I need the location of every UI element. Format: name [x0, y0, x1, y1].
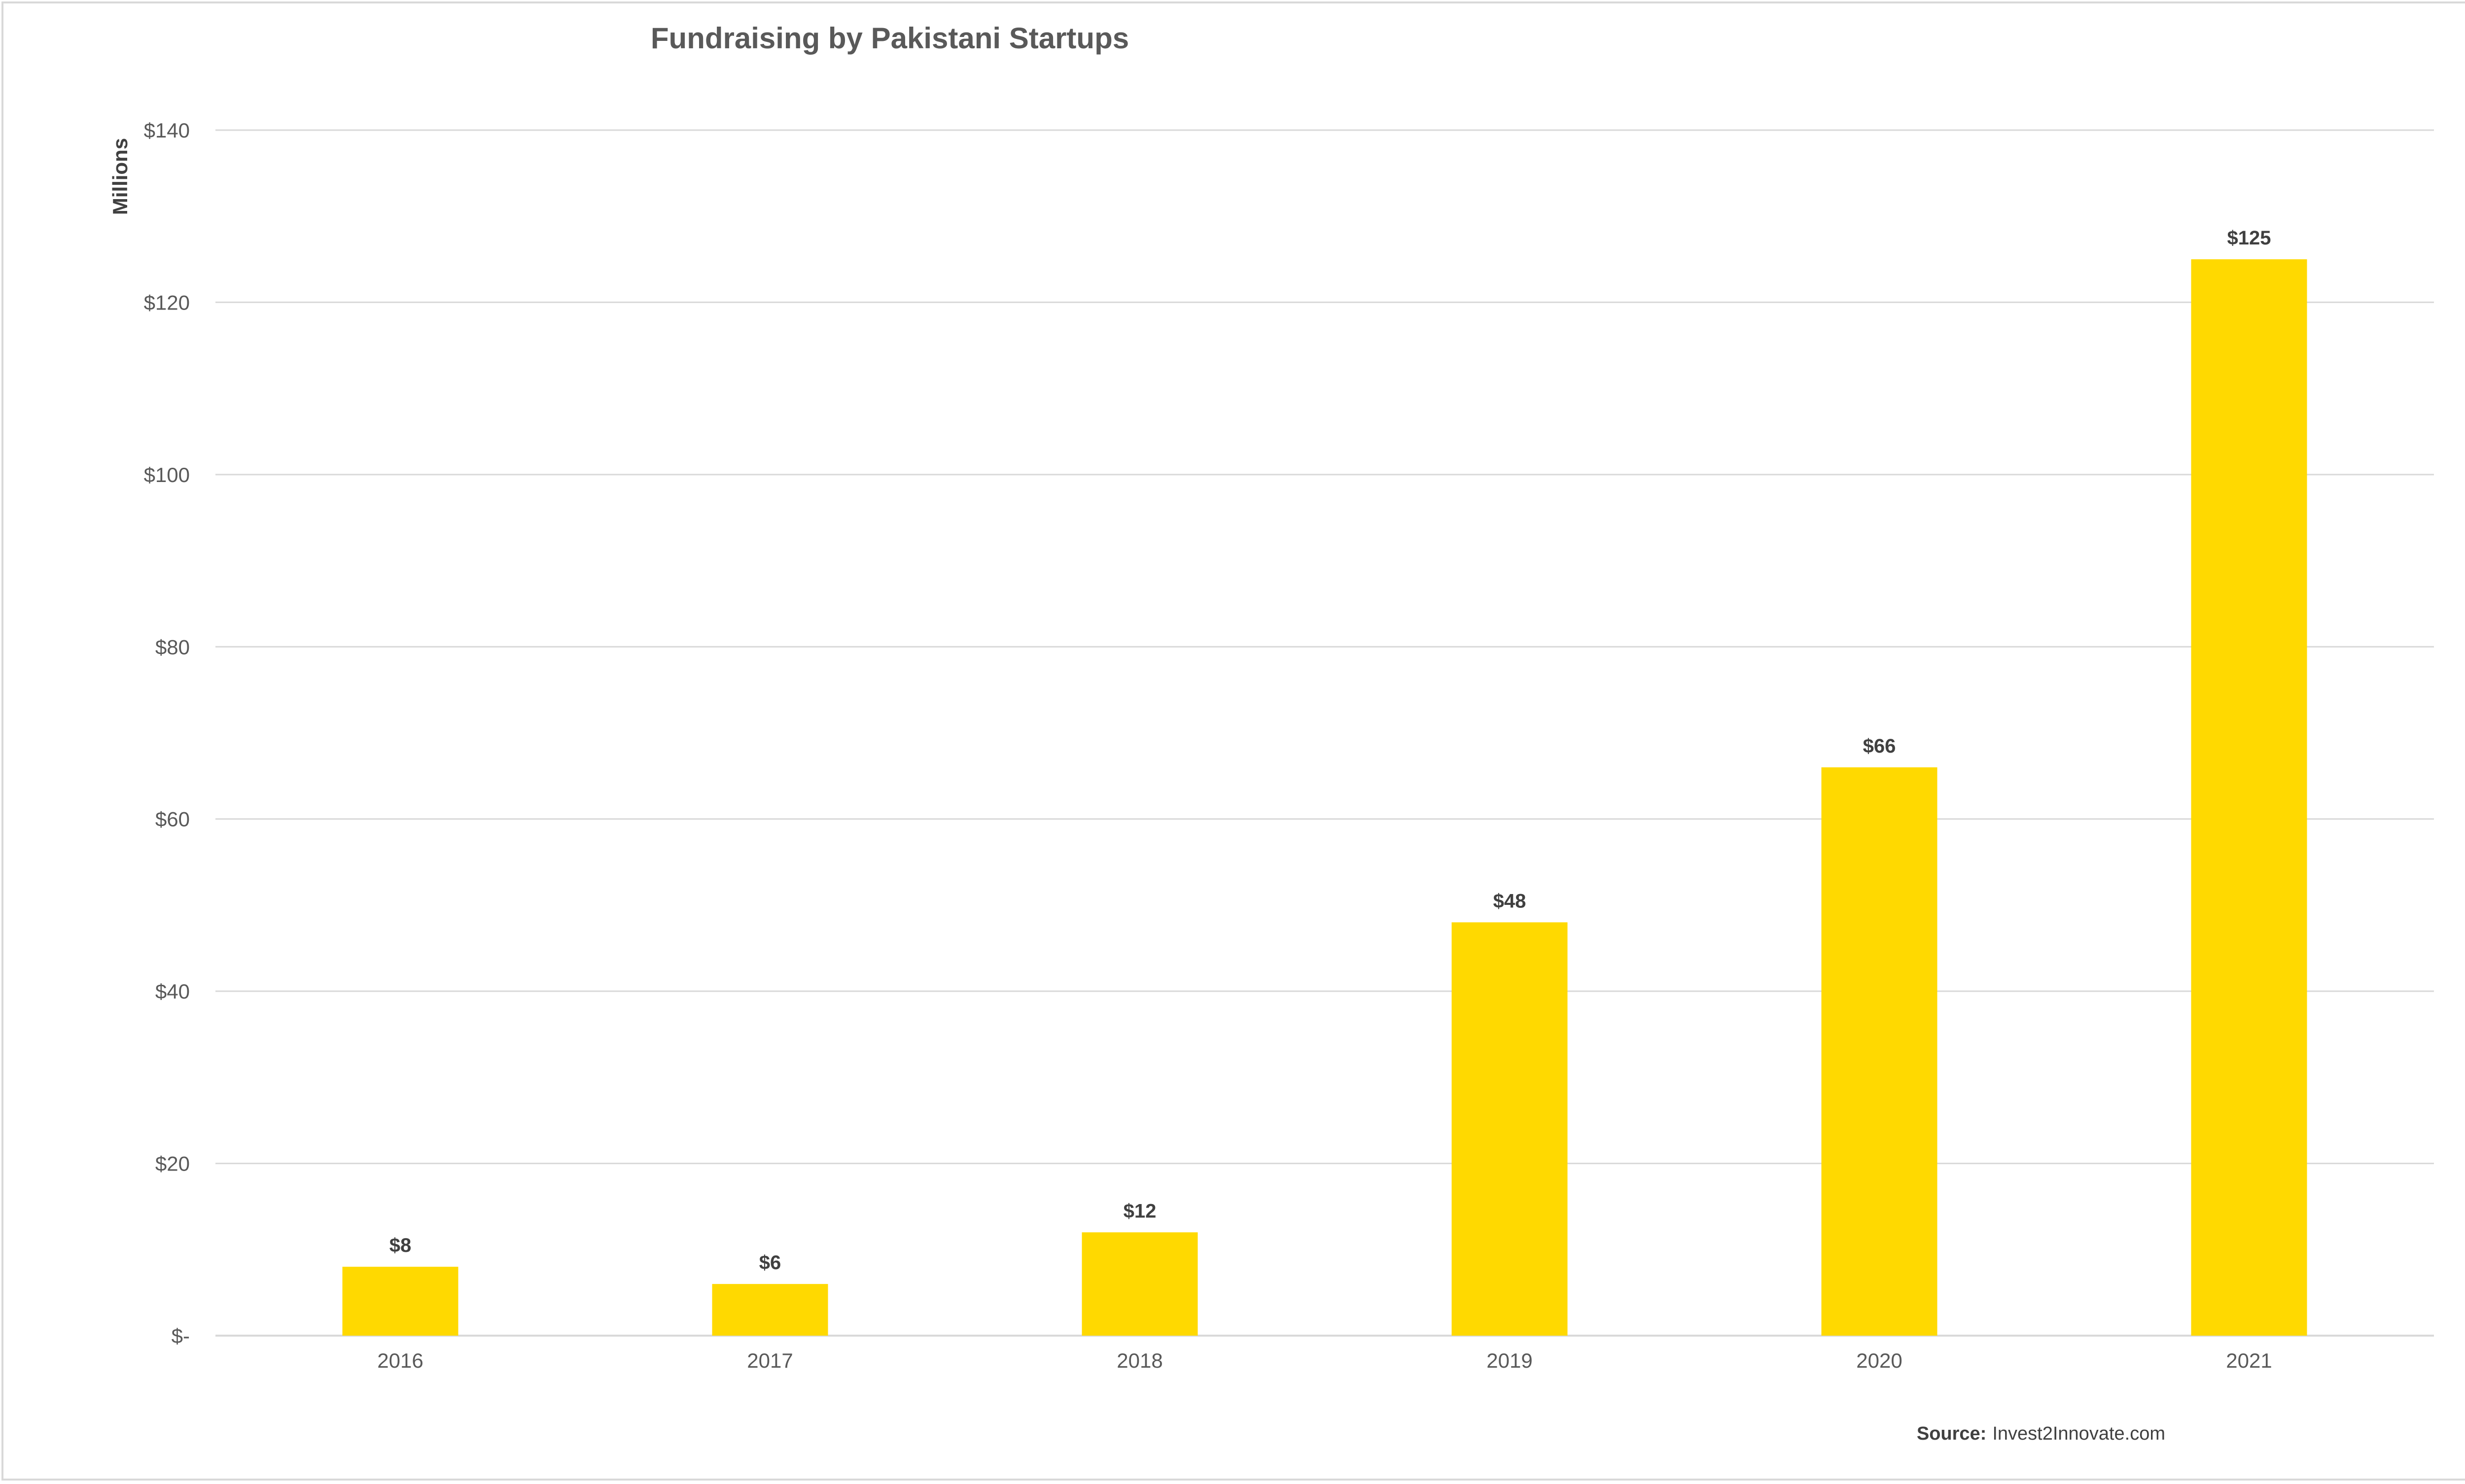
y-tick-label: $60	[155, 808, 190, 831]
data-label: $48	[1493, 890, 1526, 912]
y-tick-label: $120	[144, 291, 190, 314]
gridlines	[215, 129, 2434, 1337]
bars	[342, 259, 2307, 1336]
x-tick-label: 2017	[747, 1349, 793, 1372]
y-tick-label: $100	[144, 463, 190, 486]
bar	[1082, 1232, 1198, 1336]
data-label: $66	[1863, 735, 1896, 757]
x-axis-ticks: 2016 2017 2018 2019 2020 2021	[377, 1349, 2272, 1372]
bar	[342, 1267, 458, 1336]
data-label: $12	[1124, 1200, 1157, 1222]
y-axis-label: Millions	[108, 138, 132, 215]
y-tick-label: $-	[172, 1324, 190, 1347]
y-tick-label: $140	[144, 119, 190, 142]
y-tick-label: $20	[155, 1152, 190, 1175]
y-axis-ticks: $- $20 $40 $60 $80 $100 $120 $140	[144, 119, 190, 1347]
data-label: $125	[2227, 227, 2271, 249]
source-note: Source: Invest2Innovate.com	[1917, 1423, 2165, 1444]
data-label: $6	[759, 1252, 781, 1274]
source-text: Invest2Innovate.com	[1992, 1423, 2165, 1444]
x-tick-label: 2019	[1486, 1349, 1532, 1372]
x-tick-label: 2020	[1856, 1349, 1902, 1372]
y-tick-label: $40	[155, 980, 190, 1003]
bar	[1821, 767, 1937, 1336]
x-tick-label: 2016	[377, 1349, 423, 1372]
x-tick-label: 2018	[1117, 1349, 1162, 1372]
bar	[712, 1284, 828, 1336]
bar	[1451, 922, 1568, 1336]
source-label: Source:	[1917, 1423, 1986, 1444]
data-label: $8	[389, 1235, 412, 1256]
bar	[2191, 259, 2307, 1336]
chart-title: Fundraising by Pakistani Startups	[651, 22, 1129, 55]
data-labels: $8 $6 $12 $48 $66 $125	[389, 227, 2271, 1274]
y-tick-label: $80	[155, 635, 190, 658]
x-tick-label: 2021	[2226, 1349, 2272, 1372]
